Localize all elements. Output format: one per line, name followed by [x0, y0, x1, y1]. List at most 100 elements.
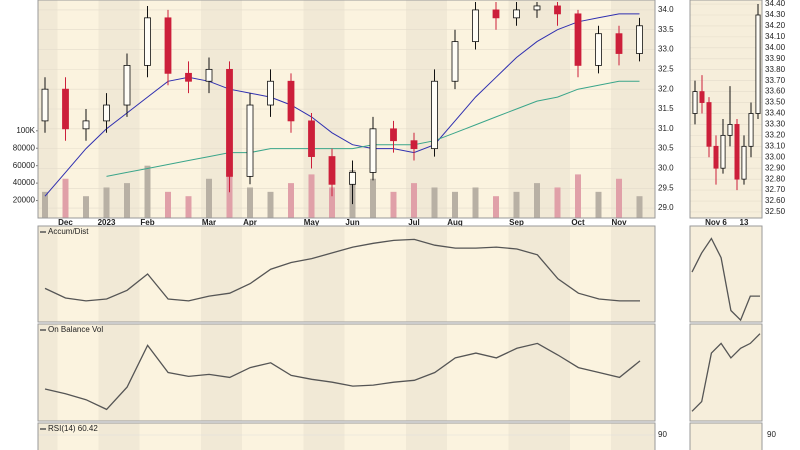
month-band: [406, 324, 447, 421]
y-tick-label: 33.10: [765, 141, 786, 150]
candle-body: [82, 120, 90, 130]
candle-body: [185, 72, 192, 82]
candle-body: [615, 33, 623, 54]
candle-body: [706, 102, 712, 147]
volume-tick-label: 60000: [13, 161, 36, 170]
y-tick-label: 32.70: [765, 185, 786, 194]
month-band: [98, 226, 140, 322]
candle-body: [328, 156, 336, 185]
candle-body: [741, 145, 747, 180]
x-tick-label: Nov 6: [705, 218, 727, 227]
x-tick-label: Jul: [408, 218, 420, 227]
volume-bar: [554, 187, 561, 218]
x-tick-label: 13: [740, 218, 749, 227]
month-band: [303, 324, 345, 421]
y-tick-label: 33.90: [765, 54, 786, 63]
y-tick-label: 30.5: [658, 144, 674, 153]
month-band: [242, 324, 304, 421]
candle-body: [713, 145, 719, 169]
y-tick-label: 29.0: [658, 203, 674, 212]
y-tick-label: 90: [767, 430, 776, 439]
month-band: [447, 423, 509, 450]
volume-bar: [370, 178, 376, 218]
volume-bar: [83, 196, 89, 218]
month-band: [344, 324, 406, 421]
candle-body: [595, 33, 602, 66]
volume-bar: [493, 196, 499, 218]
y-tick-label: 34.00: [765, 43, 786, 52]
candle-body: [720, 134, 726, 169]
month-band: [447, 324, 509, 421]
candle-body: [123, 65, 131, 106]
month-band: [98, 423, 140, 450]
volume-tick-label: 100K: [16, 126, 35, 135]
plot-layer: 29.0 29.5 30.0 30.5 31.0 31.5 32.0 32.5 33.0 33.5…: [13, 0, 786, 439]
month-band: [508, 226, 570, 322]
volume-tick-label: 40000: [13, 178, 36, 187]
candle-body: [533, 5, 541, 11]
month-band: [447, 226, 509, 322]
month-band: [201, 423, 242, 450]
volume-bar: [595, 191, 602, 218]
candle-body: [755, 14, 761, 114]
month-band: [242, 226, 304, 322]
month-band: [303, 423, 345, 450]
volume-bar: [636, 196, 643, 218]
candle-body: [748, 113, 754, 147]
y-tick-label: 32.90: [765, 163, 786, 172]
y-tick-label: 32.0: [658, 84, 674, 93]
indicator-line: [44, 342, 641, 411]
indicator-line: [44, 238, 640, 302]
price-panel-frame: [37, 0, 656, 219]
candle-body: [205, 68, 213, 82]
y-tick-label: 33.5: [658, 25, 674, 34]
month-band: [611, 423, 655, 450]
month-band: [57, 324, 99, 421]
x-tick-label: Nov: [611, 218, 627, 227]
rsi-inset-frame: [689, 422, 763, 450]
volume-bar: [42, 191, 48, 218]
volume-tick-label: 80000: [13, 143, 36, 152]
x-tick-label: Aug: [447, 218, 463, 227]
y-tick-label: 33.30: [765, 120, 786, 129]
x-tick-label: Apr: [243, 218, 257, 227]
candle-body: [699, 91, 705, 103]
y-tick-label: 31.0: [658, 124, 674, 133]
volume-bar: [206, 178, 212, 218]
volume-bar: [431, 187, 438, 218]
candle-body: [574, 13, 582, 66]
candle-body: [226, 68, 233, 177]
candle-body: [287, 80, 295, 122]
y-tick-label: 34.30: [765, 10, 786, 19]
volume-bar: [534, 183, 540, 218]
candle-body: [369, 128, 377, 173]
y-tick-label: 33.00: [765, 152, 786, 161]
volume-bar: [411, 183, 417, 218]
y-tick-label: 33.50: [765, 98, 786, 107]
volume-bar: [124, 183, 130, 218]
candle-body: [41, 88, 49, 122]
obv-inset-frame: [689, 323, 763, 422]
candle-body: [390, 128, 397, 142]
volume-bar: [575, 174, 581, 218]
candle-body: [164, 17, 172, 74]
y-tick-label: 30.0: [658, 164, 674, 173]
month-band: [344, 423, 406, 450]
volume-bar: [472, 187, 479, 218]
month-band: [38, 226, 58, 322]
y-tick-label: 34.20: [765, 21, 786, 30]
inset-band: [690, 324, 762, 421]
zoom-panel-frame: [689, 0, 763, 219]
candle-body: [308, 120, 315, 157]
x-tick-label: Dec: [58, 218, 73, 227]
inset-band: [690, 423, 762, 450]
rsi-panel-frame: [37, 422, 656, 450]
x-tick-label: May: [304, 218, 320, 227]
month-band: [570, 423, 611, 450]
candle-body: [472, 9, 479, 43]
y-tick-label: 33.80: [765, 65, 786, 74]
volume-bar: [308, 174, 315, 218]
month-band: [508, 423, 570, 450]
y-tick-label: 90: [658, 430, 667, 439]
month-band: [303, 226, 345, 322]
